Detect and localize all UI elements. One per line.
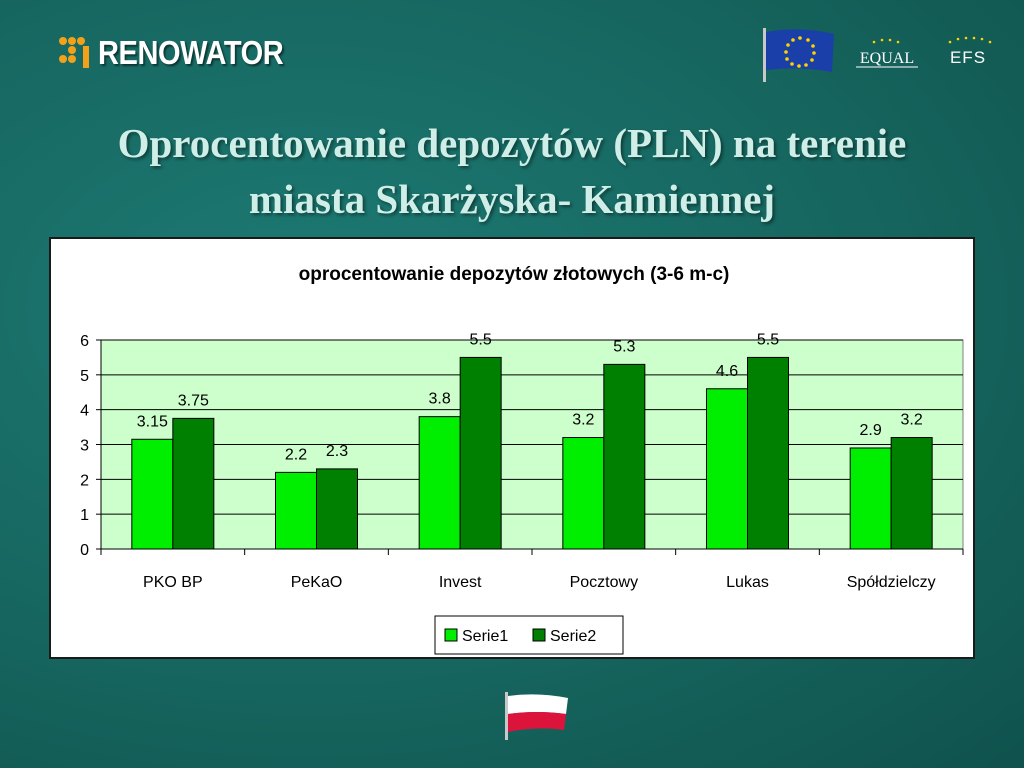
data-label: 3.75 [178,392,209,409]
bar-serie2-1 [316,468,358,550]
x-tick-label: PeKaO [291,574,343,591]
y-tick-label: 3 [80,438,89,455]
y-tick-label: 4 [80,403,89,420]
bar-serie1-0 [131,438,174,550]
y-tick-label: 6 [80,333,89,350]
x-tick-label: Invest [439,574,482,591]
data-label: 2.9 [860,422,882,439]
data-label: 3.2 [901,412,923,429]
data-label: 3.2 [572,412,594,429]
logo-text: RENOWATOR [98,34,284,71]
bar-serie1-4 [706,388,748,550]
slide-title-line2: miasta Skarżyska- Kamiennej [248,176,776,222]
bar-chart: oprocentowanie depozytów złotowych (3-6 … [80,264,964,655]
x-tick-label: Pocztowy [570,574,638,591]
legend-swatch-serie2 [532,628,546,642]
bar-serie1-2 [418,416,461,550]
data-label: 3.15 [137,413,168,430]
legend-swatch-serie1 [444,628,458,642]
y-tick-label: 1 [80,507,89,524]
bar-serie1-3 [562,437,605,550]
slide-title-line1: Oprocentowanie depozytów (PLN) na tereni… [117,120,907,166]
data-label: 5.5 [470,331,492,348]
x-tick-label: Lukas [726,574,769,591]
y-tick-label: 2 [80,472,89,489]
bar-serie1-1 [275,471,317,550]
poland-flag-icon [505,692,568,740]
x-tick-label: PKO BP [143,574,203,591]
y-tick-label: 5 [80,368,89,385]
legend [434,615,624,655]
bar-serie2-5 [890,437,933,550]
equal-text: EQUAL [860,50,914,67]
legend-label: Serie2 [550,628,596,645]
data-label: 5.5 [757,331,779,348]
data-label: 4.6 [716,363,738,380]
efs-logo-icon: EFS [948,36,992,67]
data-label: 2.2 [285,446,307,463]
y-tick-label: 0 [80,542,89,559]
chart-container: oprocentowanie depozytów złotowych (3-6 … [49,237,975,659]
bar-serie2-0 [172,417,215,550]
data-label: 3.8 [429,391,451,408]
bar-serie2-4 [747,356,789,550]
eu-flag-icon [763,28,834,82]
bar-serie1-5 [849,447,892,550]
bar-serie2-3 [603,363,646,550]
equal-logo-icon: EQUAL [856,38,918,68]
x-tick-label: Spółdzielczy [847,574,936,591]
data-label: 5.3 [613,338,635,355]
legend-label: Serie1 [462,628,508,645]
efs-text: EFS [950,48,986,67]
renowator-logo-icon [59,37,89,68]
data-label: 2.3 [326,443,348,460]
bar-serie2-2 [459,356,502,550]
slide-title: Oprocentowanie depozytów (PLN) na tereni… [40,115,984,227]
renowator-logo: RENOWATOR [58,34,309,72]
chart-title: oprocentowanie depozytów złotowych (3-6 … [299,264,730,285]
